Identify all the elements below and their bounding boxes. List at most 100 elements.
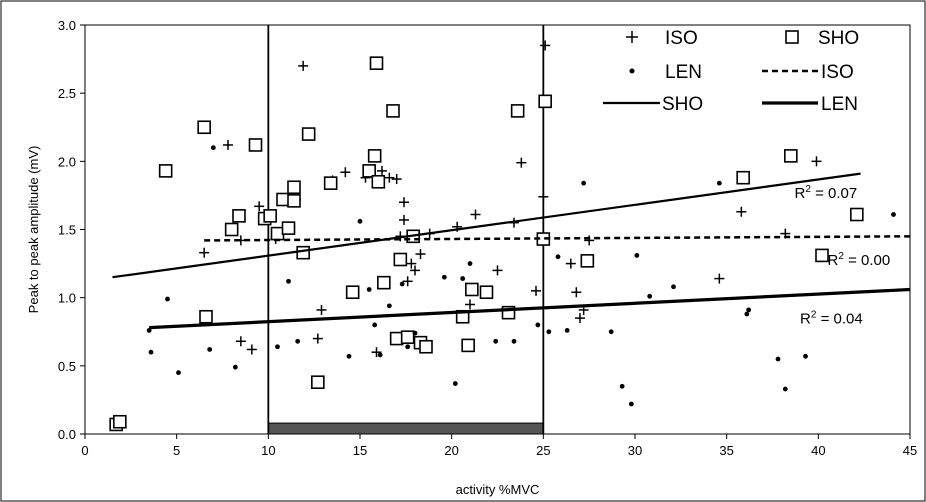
point-len xyxy=(546,329,552,335)
legend-item-iso-plus: ISO xyxy=(626,28,698,49)
point-iso xyxy=(714,273,725,284)
r2-label: R2 = 0.07 xyxy=(795,184,858,202)
point-iso xyxy=(399,197,409,208)
point-iso xyxy=(391,174,402,185)
point-sho xyxy=(400,330,415,345)
point-sho xyxy=(377,275,391,290)
point-len xyxy=(441,274,447,280)
x-tick-label: 45 xyxy=(903,443,917,458)
axes: 0 5 10 15 20 25 30 35 40 45 0.0 0.5 1.0 1.5 2.0 2.5 3.0 a… xyxy=(26,18,917,497)
point-iso xyxy=(371,347,382,358)
point-len xyxy=(275,344,280,350)
legend-item-iso-dashed-line: ISO xyxy=(762,62,854,83)
point-sho xyxy=(362,164,376,178)
point-len xyxy=(452,381,458,386)
point-len xyxy=(608,329,614,335)
point-len xyxy=(232,364,238,370)
point-iso xyxy=(470,209,481,220)
point-sho xyxy=(784,149,798,163)
x-tick-label: 40 xyxy=(811,443,825,458)
r2-label: R2 = 0.00 xyxy=(828,251,891,269)
point-len xyxy=(535,322,541,328)
point-len xyxy=(377,352,383,358)
x-axis-label: activity %MVC xyxy=(456,482,540,497)
point-sho xyxy=(538,94,552,109)
point-iso xyxy=(298,60,309,71)
point-len xyxy=(716,180,722,186)
point-sho xyxy=(850,207,864,222)
y-tick-label: 3.0 xyxy=(58,18,76,33)
y-tick-label: 1.5 xyxy=(58,223,76,238)
point-len xyxy=(744,311,750,317)
legend-label: ISO xyxy=(665,28,698,49)
series-iso xyxy=(199,40,822,358)
point-sho xyxy=(158,164,173,178)
point-sho xyxy=(465,282,479,297)
point-len xyxy=(891,212,896,217)
x-tick-label: 5 xyxy=(173,443,180,458)
legend-label: ISO xyxy=(821,62,854,83)
legend-square-icon xyxy=(785,30,799,44)
point-sho xyxy=(287,180,301,195)
point-sho xyxy=(232,209,246,223)
point-sho xyxy=(419,339,433,354)
point-len xyxy=(399,281,405,287)
point-sho xyxy=(296,245,310,260)
point-sho xyxy=(479,285,494,300)
y-tick-label: 2.0 xyxy=(58,154,76,169)
r2-superscript: 2 xyxy=(811,310,817,321)
point-iso xyxy=(516,157,527,168)
point-len xyxy=(460,276,466,281)
y-tick-label: 2.5 xyxy=(58,86,76,101)
plot-area xyxy=(84,24,911,435)
point-len xyxy=(803,353,808,359)
r2-prefix: R xyxy=(800,311,811,328)
point-iso xyxy=(246,344,257,355)
point-sho xyxy=(323,176,338,190)
point-len xyxy=(366,287,372,292)
y-tick-label: 0.0 xyxy=(58,427,76,442)
x-tick-label: 20 xyxy=(444,443,458,458)
point-sho xyxy=(815,248,829,263)
r2-superscript: 2 xyxy=(838,251,844,262)
point-iso xyxy=(340,167,351,178)
point-sho xyxy=(461,338,475,353)
point-len xyxy=(295,338,301,344)
legend-label: LEN xyxy=(821,94,858,115)
point-sho xyxy=(371,174,386,189)
point-sho xyxy=(386,104,400,118)
point-len xyxy=(746,307,752,313)
point-sho xyxy=(113,414,127,429)
point-len xyxy=(346,353,352,359)
point-len xyxy=(671,284,676,290)
x-tick-label: 25 xyxy=(536,443,550,458)
r2-value: = 0.00 xyxy=(844,252,890,269)
point-sho xyxy=(199,309,213,324)
point-len xyxy=(357,218,363,224)
y-axis-label: Peak to peak amplitude (mV) xyxy=(26,146,41,314)
point-iso xyxy=(531,285,541,296)
point-len xyxy=(511,338,517,344)
point-len xyxy=(165,296,170,302)
series-len xyxy=(146,145,896,407)
point-len xyxy=(412,330,418,336)
point-sho xyxy=(369,56,384,70)
point-len xyxy=(775,356,781,362)
point-iso xyxy=(410,265,420,276)
point-iso xyxy=(254,201,265,212)
y-tick-label: 1.0 xyxy=(58,291,76,306)
x-tick-label: 30 xyxy=(628,443,642,458)
point-iso xyxy=(538,191,549,202)
y-tick-label: 0.5 xyxy=(58,359,76,374)
point-sho xyxy=(281,221,296,235)
point-len xyxy=(210,145,216,151)
legend: ISO SHO LEN ISO SHO LEN xyxy=(603,28,859,115)
point-iso xyxy=(384,172,395,183)
point-len xyxy=(207,347,213,352)
point-iso xyxy=(399,214,409,225)
legend-dot-icon xyxy=(629,68,635,74)
point-sho xyxy=(580,254,595,268)
highlight-band xyxy=(267,422,544,435)
